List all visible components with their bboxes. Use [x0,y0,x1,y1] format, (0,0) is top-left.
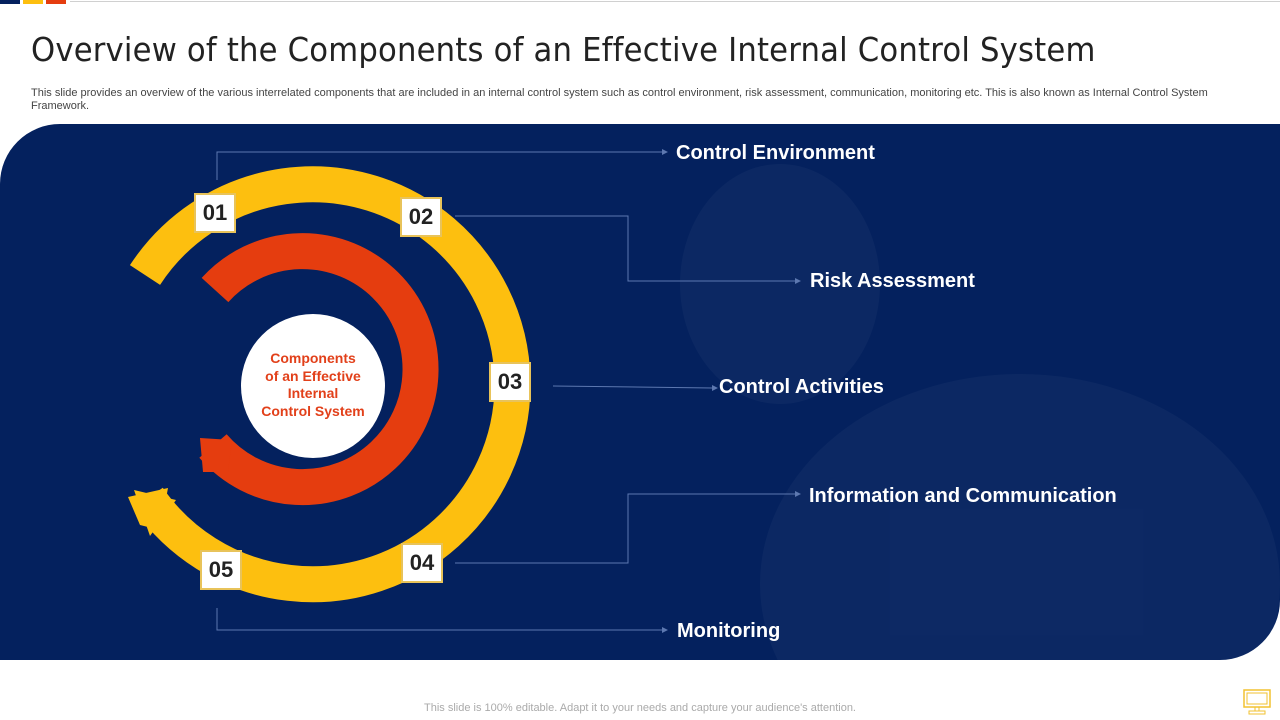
connector-lines [216,151,795,631]
top-rule [70,1,1280,2]
center-line: of an Effective [265,367,361,384]
accent-yellow [23,0,43,4]
accent-red [46,0,66,4]
center-line: Internal [287,385,339,401]
inner-ring-arrowhead [200,438,232,472]
slide-footer: This slide is 100% editable. Adapt it to… [424,702,856,714]
component-number-05: 05 [200,550,242,590]
component-number-01: 01 [194,193,236,233]
component-number-02: 02 [400,197,442,237]
slide-subtitle: This slide provides an overview of the v… [31,87,1208,112]
component-number-04: 04 [401,543,443,583]
monitor-icon [1243,689,1271,715]
center-line: Control System [261,402,365,419]
component-label-risk-assessment: Risk Assessment [810,270,975,292]
top-accent-bar [0,0,1280,4]
component-label-information-communication: Information and Communication [809,485,1117,507]
accent-navy [0,0,20,4]
inner-ring-arc [199,233,439,506]
component-number-03: 03 [489,362,531,402]
slide-title: Overview of the Components of an Effecti… [31,30,1096,69]
center-title: Components of an Effective Internal Cont… [243,350,383,420]
center-line: Components [270,350,356,366]
component-label-monitoring: Monitoring [677,620,781,642]
center-circle [241,314,385,458]
component-label-control-activities: Control Activities [719,376,884,398]
connector-arrowheads [662,149,801,633]
component-label-control-environment: Control Environment [676,142,875,164]
